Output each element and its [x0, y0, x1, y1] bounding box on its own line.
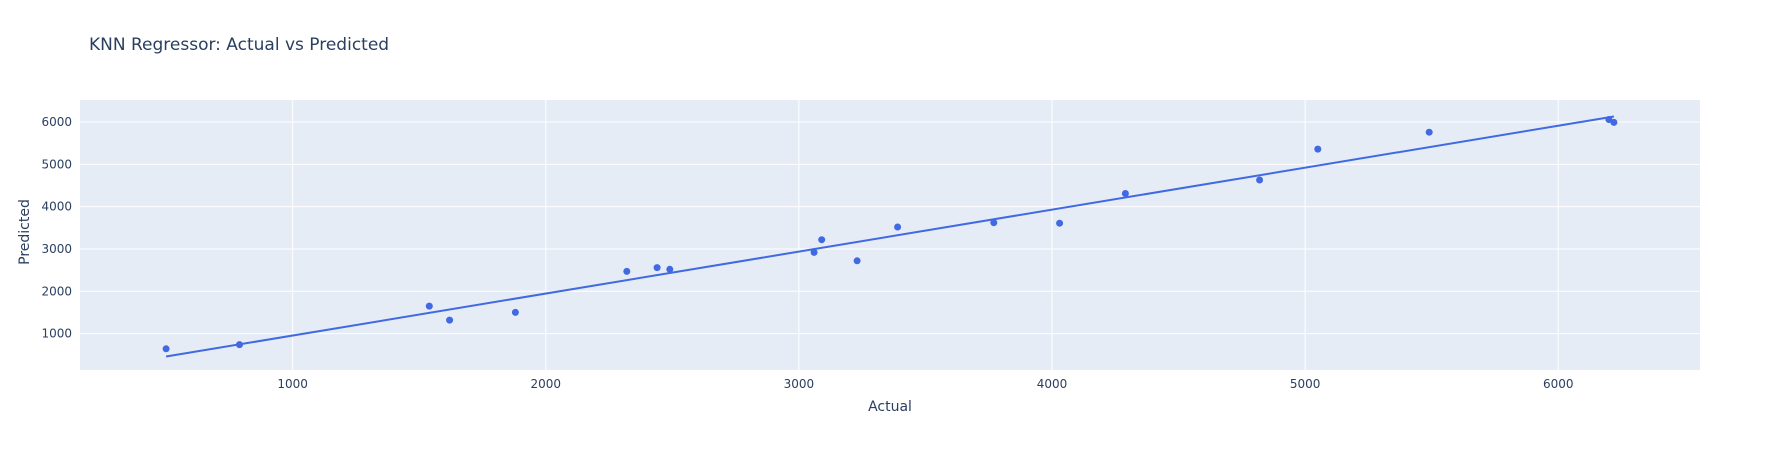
- y-axis-title: Predicted: [17, 199, 33, 265]
- y-tick-label: 5000: [41, 157, 72, 171]
- chart-title: KNN Regressor: Actual vs Predicted: [89, 35, 389, 55]
- data-point: [623, 267, 631, 275]
- data-point: [446, 316, 454, 324]
- grid-lines: [80, 100, 1700, 370]
- trend-line: [165, 115, 1615, 358]
- data-point: [162, 345, 170, 353]
- data-point: [853, 257, 861, 265]
- data-points: [162, 116, 1618, 353]
- y-tick-label: 2000: [41, 284, 72, 298]
- y-tick-label: 3000: [41, 242, 72, 256]
- data-point: [1056, 219, 1064, 227]
- x-tick-label: 2000: [530, 377, 561, 391]
- tick-labels: 1000 2000 3000 4000 5000 6000 1000 2000 3000 4000…: [41, 115, 1573, 391]
- data-point: [818, 236, 826, 244]
- x-tick-label: 1000: [277, 377, 308, 391]
- data-point: [511, 308, 519, 316]
- data-point: [1121, 190, 1129, 197]
- data-point: [1314, 145, 1322, 153]
- data-point: [1425, 128, 1433, 136]
- trend-line-layer: [165, 115, 1615, 358]
- x-tick-label: 3000: [784, 377, 815, 391]
- plot-area: [80, 100, 1700, 370]
- data-point: [894, 223, 902, 231]
- data-point: [1256, 176, 1264, 184]
- y-tick-label: 4000: [41, 200, 72, 214]
- data-point: [236, 341, 243, 349]
- data-point: [425, 302, 433, 310]
- y-tick-label: 6000: [41, 115, 72, 129]
- data-point: [653, 264, 661, 272]
- x-tick-label: 4000: [1037, 377, 1068, 391]
- data-point: [1610, 118, 1618, 126]
- x-axis-title: Actual: [868, 399, 912, 415]
- y-tick-label: 1000: [41, 327, 72, 341]
- data-point: [666, 265, 674, 273]
- x-tick-label: 6000: [1543, 377, 1574, 391]
- data-point: [810, 248, 818, 256]
- data-point: [990, 219, 998, 227]
- x-tick-label: 5000: [1290, 377, 1321, 391]
